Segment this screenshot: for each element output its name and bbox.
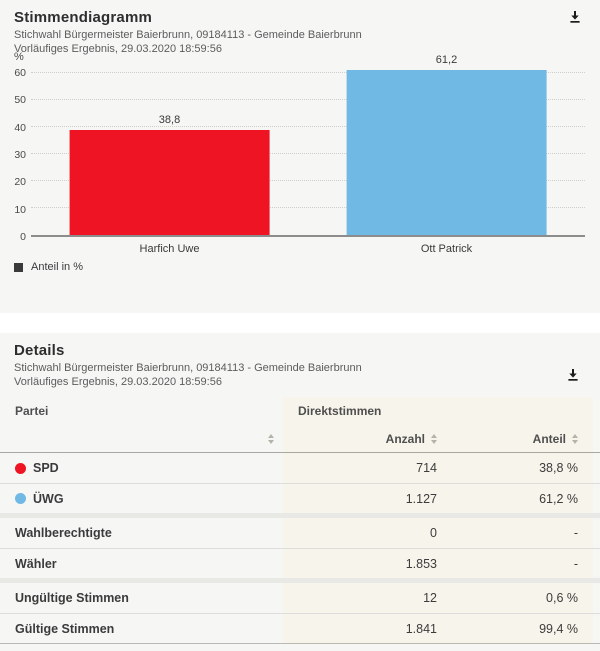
anzahl-value: 714 [416, 461, 437, 475]
plot-area: 38,8 Harfich Uwe 61,2 Ott Patrick [31, 54, 585, 255]
sort-icon [431, 433, 437, 444]
sort-anzahl-button[interactable]: Anzahl [283, 425, 437, 452]
legend-label: Anteil in % [31, 261, 83, 273]
table-row-wahlberechtigte: Wahlberechtigte 0 - [0, 518, 600, 548]
group-divider [0, 578, 600, 583]
section-gap [0, 313, 600, 333]
chart-subtitle-status: Vorläufiges Ergebnis, 29.03.2020 18:59:5… [14, 43, 222, 55]
anteil-value: 99,4 % [539, 621, 578, 636]
chart-download-button[interactable] [566, 8, 584, 29]
download-icon [566, 369, 580, 385]
x-category-label: Harfich Uwe [139, 243, 200, 255]
bar-slot: 61,2 Ott Patrick [308, 54, 585, 255]
results-table: Partei Direktstimmen Anzahl Anteil [0, 397, 600, 644]
y-tick-label: 40 [14, 121, 26, 134]
gridline [31, 153, 585, 154]
download-icon [568, 11, 582, 27]
column-group-direktstimmen: Direktstimmen [298, 404, 382, 418]
y-tick-label: 0 [20, 231, 26, 243]
anteil-value: - [573, 526, 578, 540]
uwg-color-dot [15, 493, 26, 504]
spd-color-dot [15, 462, 26, 474]
chart-legend: Anteil in % [14, 261, 83, 273]
table-row-waehler: Wähler 1.853 - [0, 548, 600, 578]
row-label: Ungültige Stimmen [15, 591, 129, 605]
y-tick-label: 20 [14, 176, 26, 189]
chart-title: Stimmendiagramm [14, 9, 153, 26]
details-download-button[interactable] [564, 366, 582, 387]
table-column-header-row: Anzahl Anteil [0, 425, 600, 453]
column-group-partei: Partei [15, 404, 49, 418]
anzahl-value: 0 [430, 526, 437, 540]
bar-value-label: 38,8 [158, 114, 181, 127]
row-label: Gültige Stimmen [15, 621, 115, 636]
anzahl-value: 1.853 [405, 556, 437, 571]
row-label: Wähler [15, 556, 57, 571]
y-tick-label: 30 [14, 149, 26, 161]
x-category-label: Ott Patrick [420, 243, 473, 255]
gridline [31, 207, 585, 208]
details-card: Details Stichwahl Bürgermeister Baierbru… [0, 333, 600, 651]
y-tick-label: 10 [14, 203, 26, 216]
table-row-gueltige: Gültige Stimmen 1.841 99,4 % [0, 613, 600, 643]
details-subtitle-election: Stichwahl Bürgermeister Baierbrunn, 0918… [14, 362, 362, 374]
table-row-spd: SPD 714 38,8 % [0, 453, 600, 483]
details-subtitle-status: Vorläufiges Ergebnis, 29.03.2020 18:59:5… [14, 376, 222, 388]
bar-ott-patrick[interactable] [346, 69, 547, 235]
gridline [31, 99, 585, 100]
sort-icon [268, 433, 274, 444]
bar-slot: 38,8 Harfich Uwe [31, 73, 308, 255]
bar-harfich-uwe[interactable] [69, 130, 270, 235]
anteil-value: 38,8 % [539, 461, 578, 475]
bar-value-label: 61,2 [435, 53, 458, 66]
table-group-header-row: Partei Direktstimmen [0, 397, 600, 425]
group-divider [0, 513, 600, 518]
sort-anteil-button[interactable]: Anteil [437, 425, 593, 452]
y-tick-label: 60 [14, 67, 26, 79]
sort-icon [572, 433, 578, 444]
table-row-uwg: ÜWG 1.127 61,2 % [0, 483, 600, 513]
anzahl-value: 12 [423, 591, 437, 605]
party-label: SPD [33, 461, 59, 475]
gridline [31, 126, 585, 127]
gridline [31, 180, 585, 181]
chart-card: Stimmendiagramm Stichwahl Bürgermeister … [0, 0, 600, 313]
column-header-anteil: Anteil [532, 431, 566, 446]
sort-partei-button[interactable] [0, 425, 283, 452]
y-tick-label: 50 [14, 94, 26, 107]
table-row-ungueltige: Ungültige Stimmen 12 0,6 % [0, 583, 600, 613]
details-title: Details [14, 342, 65, 359]
anteil-value: - [573, 556, 578, 571]
anteil-value: 61,2 % [539, 491, 578, 506]
y-axis-unit-label: % [14, 51, 24, 63]
chart-subtitle-election: Stichwahl Bürgermeister Baierbrunn, 0918… [14, 29, 362, 41]
anzahl-value: 1.841 [405, 621, 437, 636]
anteil-value: 0,6 % [546, 591, 578, 605]
row-label: Wahlberechtigte [15, 526, 112, 540]
y-axis: 0 10 20 30 40 50 60 [0, 67, 26, 243]
party-label: ÜWG [33, 491, 64, 506]
anzahl-value: 1.127 [405, 491, 437, 506]
legend-swatch-icon [14, 262, 23, 272]
gridline [31, 72, 585, 73]
column-header-anzahl: Anzahl [385, 431, 425, 446]
